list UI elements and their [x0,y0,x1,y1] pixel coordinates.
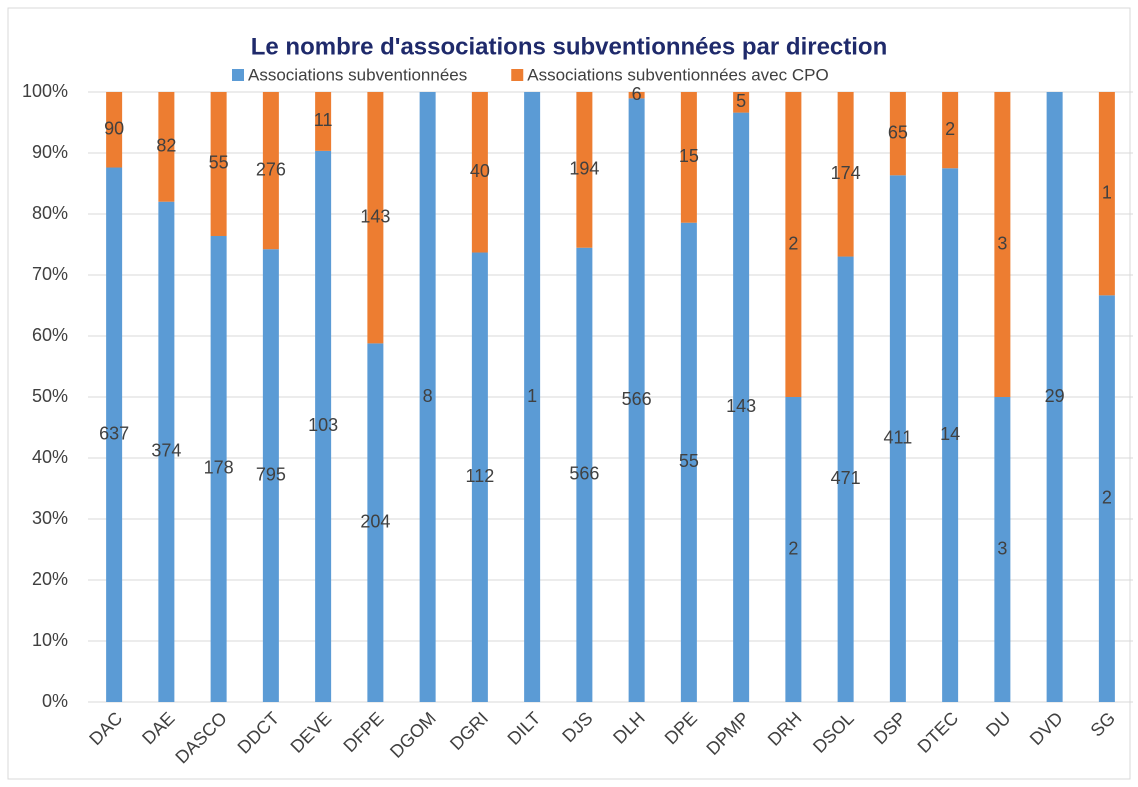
data-label: 55 [209,153,229,173]
data-label: 11 [314,110,333,130]
bar-segment [837,92,854,257]
bar-segment [680,222,697,702]
bar-segment [889,175,906,702]
chart-frame [7,7,1131,780]
legend-swatch [511,69,524,81]
legend-swatch [232,69,244,81]
bar-segment [210,92,227,236]
bar-segment [576,247,593,703]
data-label: 5 [736,91,746,111]
y-tick-label: 10% [32,630,68,650]
data-label: 1 [527,386,537,406]
data-label: 1 [1102,182,1112,202]
data-label: 795 [256,464,286,484]
data-label: 29 [1045,386,1065,406]
data-label: 2 [945,119,955,139]
bar-segment [158,201,175,702]
data-label: 55 [679,451,699,471]
bar-segment [315,92,332,151]
bar-segment [210,235,227,703]
data-label: 194 [569,159,599,179]
y-tick-label: 30% [32,508,68,528]
data-label: 112 [466,466,495,486]
data-label: 374 [151,441,181,461]
y-tick-label: 40% [32,447,68,467]
y-tick-label: 70% [32,264,68,284]
data-label: 40 [470,161,490,181]
bar-segment [785,397,802,702]
bar-segment [576,92,593,248]
bar-segment [106,92,123,168]
data-label: 204 [360,511,390,531]
data-label: 15 [679,146,699,166]
data-label: 143 [360,206,390,226]
y-tick-label: 90% [32,142,68,162]
bar-segment [733,92,750,113]
data-label: 8 [423,386,433,406]
bar-segment [889,92,906,176]
bar-segment [315,150,332,703]
bar-segment [1098,295,1115,702]
bar-segment [628,98,645,702]
data-label: 103 [308,415,338,435]
bar-segment [262,249,279,702]
bar-segment [419,92,436,702]
y-tick-label: 60% [32,325,68,345]
data-label: 14 [940,424,960,444]
bar-segment [471,92,488,253]
y-tick-label: 50% [32,386,68,406]
bar-segment [942,168,959,702]
bar-segment [680,92,697,223]
bar-segment [262,92,279,250]
data-label: 3 [997,233,1007,253]
chart-title: Le nombre d'associations subventionnées … [251,33,888,60]
y-tick-label: 80% [32,203,68,223]
data-label: 90 [104,119,124,139]
data-label: 566 [569,464,599,484]
bar-segment [733,112,750,703]
bar-segment [367,343,384,702]
data-label: 637 [99,424,129,444]
bar-segment [994,397,1011,702]
bar-segment [367,92,384,344]
bar-segment [524,92,541,702]
bar-segment [994,92,1011,397]
data-label: 178 [204,458,234,478]
data-label: 65 [888,122,908,142]
y-tick-label: 0% [42,691,68,711]
y-tick-label: 100% [22,81,68,101]
bar-segment [106,167,123,703]
data-label: 566 [622,389,652,409]
data-label: 276 [256,159,286,179]
legend-label: Associations subventionnées [248,65,467,84]
bar-segment [942,92,959,169]
data-label: 411 [884,427,913,447]
bar-segment [1098,92,1115,296]
data-label: 82 [156,136,176,156]
data-label: 174 [831,163,861,183]
data-label: 143 [726,396,756,416]
data-label: 471 [831,468,861,488]
bar-segment [628,92,645,99]
data-label: 3 [997,538,1007,558]
data-label: 2 [788,538,798,558]
data-label: 2 [1102,487,1112,507]
bar-segment [785,92,802,397]
bar-segment [158,92,175,202]
bar-segment [471,252,488,703]
y-tick-label: 20% [32,569,68,589]
data-label: 2 [788,233,798,253]
data-label: 6 [632,84,642,104]
bar-segment [1046,92,1063,702]
legend-label: Associations subventionnées avec CPO [527,65,828,84]
bar-segment [837,256,854,702]
